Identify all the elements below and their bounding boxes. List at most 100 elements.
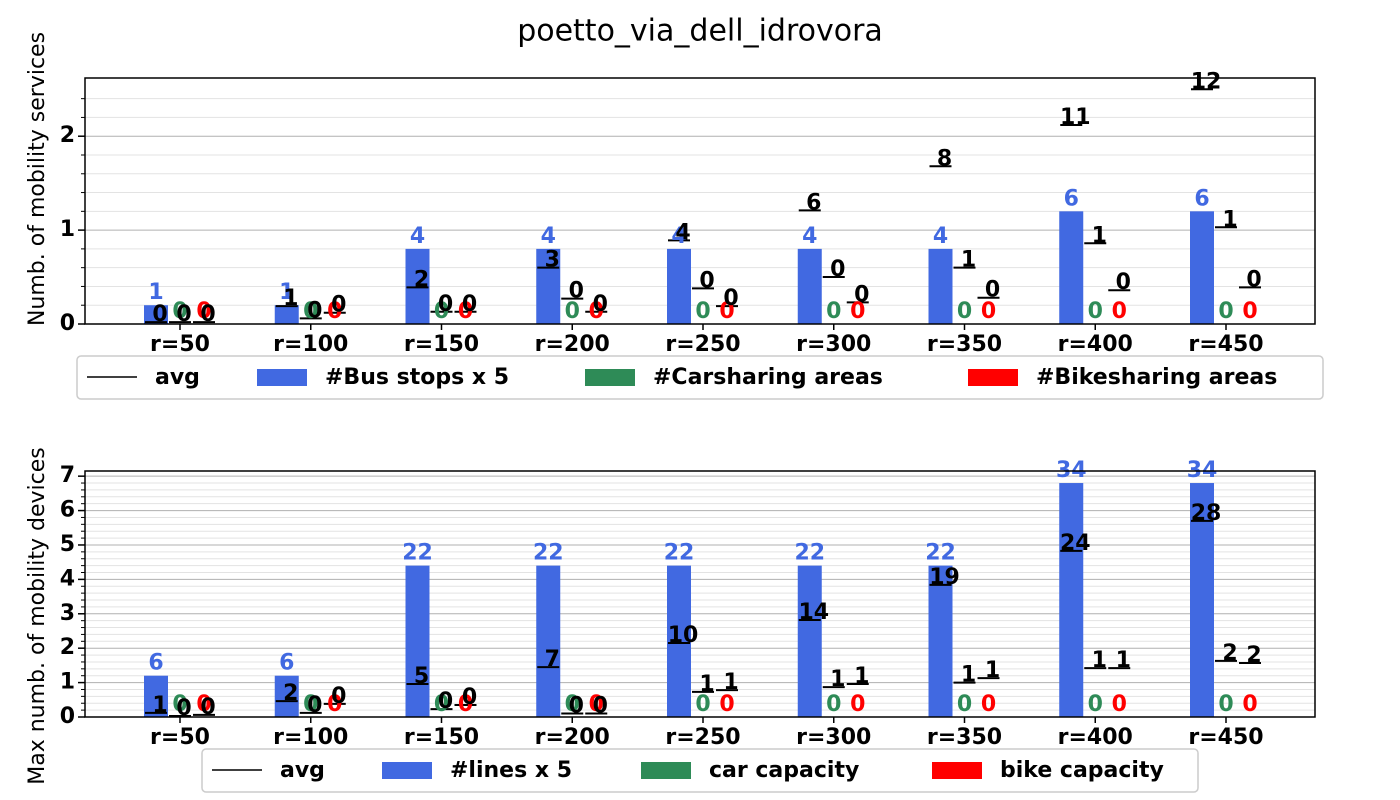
value-label: 2	[414, 267, 429, 292]
value-label: 0	[1242, 299, 1257, 324]
value-label: 4	[675, 220, 690, 245]
value-label: 14	[798, 600, 829, 625]
value-label: 0	[1242, 692, 1257, 717]
bar	[536, 565, 561, 717]
value-label: 0	[830, 257, 845, 282]
x-tick-label: r=400	[1058, 725, 1133, 750]
x-tick-label: r=150	[404, 725, 479, 750]
value-label: 28	[1191, 501, 1222, 526]
value-label: 0	[462, 685, 477, 710]
value-label: 1	[152, 693, 167, 718]
value-label: 24	[1060, 531, 1091, 556]
x-tick-label: r=450	[1188, 725, 1263, 750]
value-label: 0	[458, 299, 473, 324]
value-label: 0	[1088, 299, 1103, 324]
legend-key	[932, 762, 982, 779]
value-label: 0	[196, 299, 211, 324]
value-label: 0	[723, 286, 738, 311]
x-tick-label: r=300	[796, 725, 871, 750]
bar	[797, 565, 822, 717]
value-label: 0	[1088, 692, 1103, 717]
value-label: 6	[148, 651, 163, 676]
value-label: 0	[981, 692, 996, 717]
bar	[1059, 483, 1084, 717]
value-label: 0	[458, 692, 473, 717]
value-label: 1	[961, 663, 976, 688]
value-label: 3	[545, 248, 560, 273]
value-label: 0	[589, 299, 604, 324]
legend-label: avg	[155, 365, 200, 390]
legend-label: #lines x 5	[450, 758, 572, 783]
value-label: 4	[933, 224, 948, 249]
bar	[928, 565, 953, 717]
value-label: 0	[200, 302, 215, 327]
y-tick-label: 0	[60, 704, 75, 729]
value-label: 0	[719, 692, 734, 717]
value-label: 0	[593, 292, 608, 317]
x-tick-label: r=350	[927, 725, 1002, 750]
y-tick-label: 1	[60, 217, 75, 242]
value-label: 0	[719, 299, 734, 324]
y-tick-label: 2	[60, 635, 75, 660]
value-label: 1	[723, 670, 738, 695]
chart-title: poetto_via_dell_idrovora	[517, 14, 883, 49]
bar	[667, 565, 691, 717]
y-tick-label: 1	[60, 670, 75, 695]
x-tick-label: r=100	[273, 332, 348, 357]
value-label: 0	[200, 695, 215, 720]
plot-frame	[84, 470, 1316, 718]
y-tick-label: 7	[60, 463, 75, 488]
value-label: 0	[850, 299, 865, 324]
value-label: 0	[850, 692, 865, 717]
value-label: 0	[569, 694, 584, 719]
value-label: 0	[462, 292, 477, 317]
value-label: 1	[1222, 207, 1237, 232]
bar	[405, 565, 430, 717]
value-label: 6	[279, 651, 294, 676]
value-label: 4	[802, 224, 817, 249]
value-label: 19	[929, 565, 960, 590]
value-label: 0	[1246, 267, 1261, 292]
value-label: 0	[1218, 299, 1233, 324]
value-label: 0	[434, 692, 449, 717]
value-label: 0	[303, 692, 318, 717]
value-label: 0	[985, 278, 1000, 303]
bar	[274, 675, 299, 717]
x-tick-label: r=150	[404, 332, 479, 357]
value-label: 0	[593, 694, 608, 719]
value-label: 0	[307, 693, 322, 718]
y-tick-label: 3	[60, 601, 75, 626]
value-label: 0	[569, 279, 584, 304]
value-label: 0	[565, 692, 580, 717]
value-label: 1	[961, 248, 976, 273]
legend-key	[968, 369, 1018, 386]
value-label: 6	[1194, 186, 1209, 211]
value-label: 22	[794, 541, 825, 566]
value-label: 0	[1116, 270, 1131, 295]
x-tick-label: r=250	[665, 332, 740, 357]
bar	[144, 675, 168, 717]
value-label: 0	[1112, 692, 1127, 717]
plot-frame	[84, 77, 1316, 325]
y-axis-label: Numb. of mobility services	[25, 32, 50, 326]
value-label: 0	[327, 692, 342, 717]
value-label: 0	[1112, 299, 1127, 324]
legend-key	[382, 762, 432, 779]
value-label: 0	[176, 302, 191, 327]
y-axis-label: Max numb. of mobility devices	[25, 447, 50, 785]
legend-key	[257, 369, 307, 386]
legend-box	[76, 355, 1324, 400]
x-tick-label: r=350	[927, 332, 1002, 357]
y-tick-label: 4	[60, 566, 75, 591]
x-tick-label: r=300	[796, 332, 871, 357]
x-tick-label: r=50	[150, 725, 210, 750]
value-label: 0	[434, 299, 449, 324]
value-label: 0	[826, 692, 841, 717]
bar	[1190, 211, 1214, 324]
value-label: 0	[695, 299, 710, 324]
value-label: 0	[589, 692, 604, 717]
value-label: 11	[1060, 105, 1091, 130]
value-label: 0	[331, 684, 346, 709]
y-tick-label: 2	[60, 123, 75, 148]
